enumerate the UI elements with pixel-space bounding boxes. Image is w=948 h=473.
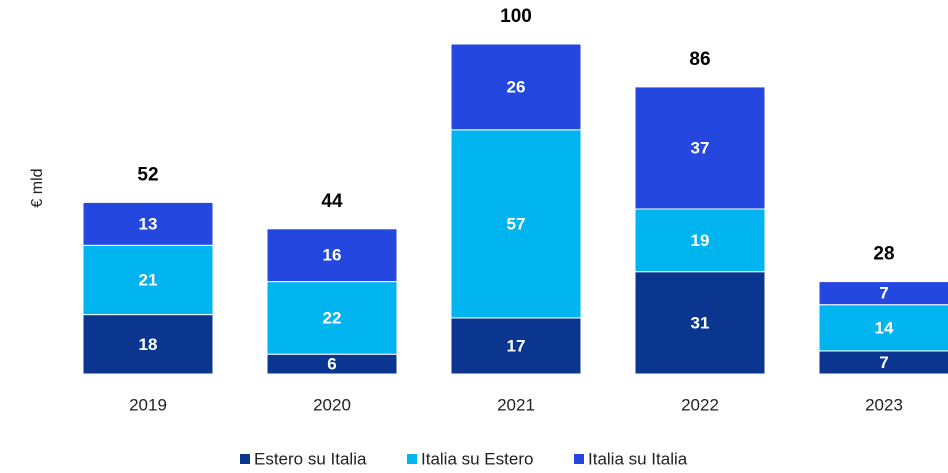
bar-segment xyxy=(266,228,398,283)
x-tick-label: 2022 xyxy=(681,395,719,414)
total-label: 44 xyxy=(321,191,343,212)
data-label: 13 xyxy=(139,214,158,233)
data-label: 22 xyxy=(323,308,342,327)
data-label: 37 xyxy=(691,138,710,157)
total-label: 52 xyxy=(137,164,158,185)
legend-swatch xyxy=(407,454,417,464)
data-label: 21 xyxy=(139,270,158,289)
bar-segment xyxy=(634,271,766,375)
data-label: 6 xyxy=(327,355,336,374)
bar-segment xyxy=(634,86,766,210)
data-label: 57 xyxy=(507,214,526,233)
bar-segment xyxy=(450,317,582,375)
data-label: 16 xyxy=(323,246,342,265)
legend-label: Italia su Italia xyxy=(588,449,688,468)
legend-label: Italia su Estero xyxy=(421,449,533,468)
data-label: 14 xyxy=(875,318,894,337)
data-label: 26 xyxy=(507,77,526,96)
bar-segment xyxy=(82,244,214,316)
data-label: 7 xyxy=(879,353,888,372)
data-label: 19 xyxy=(691,231,710,250)
data-label: 7 xyxy=(879,284,888,303)
bar-segment xyxy=(82,201,214,246)
x-tick-label: 2021 xyxy=(497,395,535,414)
x-tick-label: 2020 xyxy=(313,395,351,414)
legend-swatch xyxy=(240,454,250,464)
data-label: 31 xyxy=(691,313,710,332)
bar-segment xyxy=(818,281,948,306)
total-label: 100 xyxy=(500,6,532,27)
bar-segment xyxy=(450,43,582,131)
data-label: 17 xyxy=(507,336,526,355)
total-label: 28 xyxy=(873,244,894,265)
total-label: 86 xyxy=(689,49,710,70)
data-label: 18 xyxy=(139,335,158,354)
bar-segment xyxy=(450,129,582,319)
x-tick-label: 2023 xyxy=(865,395,903,414)
bar-segment xyxy=(818,304,948,352)
legend-label: Estero su Italia xyxy=(254,449,367,468)
y-axis-label: € mld xyxy=(29,168,46,207)
x-tick-label: 2019 xyxy=(129,395,167,414)
bar-segment xyxy=(266,281,398,355)
legend-swatch xyxy=(574,454,584,464)
bar-segment xyxy=(82,314,214,375)
